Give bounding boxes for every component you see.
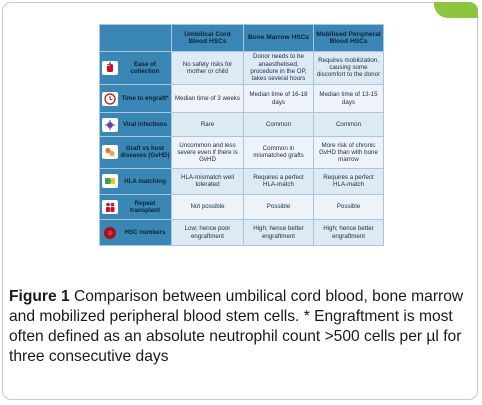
table-cell: More risk of chronic GvHD than with bone… [313,136,384,169]
people-icon [102,199,118,214]
row-header: Graft vs host diseases (GvHD) [99,136,172,169]
column-header: Umbilical Cord Blood HSCs [171,24,244,52]
table-cell: Common [313,112,384,138]
row-label: Viral infections [122,121,168,129]
column-header: Bone Marrow HSCs [243,24,314,52]
table-header-corner [99,24,172,52]
table-cell: Rare [171,112,244,138]
table-cell: Common in mismatched grafts [243,136,314,169]
table-cell: Requires a perfect HLA-match [313,167,384,195]
row-header: HSC numbers [99,219,172,246]
table-cell: Requires a perfect HLA-match [243,167,314,195]
caption-text: Comparison between umbilical cord blood,… [9,288,464,365]
table-cell: Requires mobilization, causing some disc… [313,51,384,85]
table-row: Time to engraft* Median time of 3 weeks … [99,83,384,114]
row-label: HSC numbers [124,229,166,237]
table-cell: Median time of 16-18 days [243,83,314,114]
puzzle-icon [102,174,118,189]
virus-icon [102,117,118,132]
table-cell: Not possible [171,193,244,221]
comparison-table: Umbilical Cord Blood HSCs Bone Marrow HS… [99,24,384,246]
table-row: Repeat transplant Not possible Possible … [99,193,384,221]
table-cell: Common [243,112,314,138]
table-cell: HLA-mismatch well tolerated [171,167,244,195]
row-label: Graft vs host diseases (GvHD) [120,145,170,160]
corner-accent [434,2,478,18]
table-cell: Possible [243,193,314,221]
row-label: HLA matching [124,177,166,185]
table-cell: Median time of 3 weeks [171,83,244,114]
table-row: Viral infections Rare Common Common [99,112,384,138]
row-header: Ease of collection [99,51,172,85]
figure-caption: Figure 1 Comparison between umbilical co… [9,287,471,367]
column-header: Mobilised Peripheral Blood HSCs [313,24,384,52]
table-row: Graft vs host diseases (GvHD) Uncommon a… [99,136,384,169]
red-cell-icon [102,225,118,240]
cells-icon [102,145,118,160]
row-label: Ease of collection [130,60,160,75]
table-row: Ease of collection No safety risks for m… [99,51,384,85]
table-cell: Donor needs to be anaesthetised, procedu… [243,51,314,85]
table-cell: Uncommon and less severe even if there i… [171,136,244,169]
table-cell: High; hence better engraftment [313,219,384,246]
table-cell: High; hence better engraftment [243,219,314,246]
row-header: Repeat transplant [99,193,172,221]
clock-icon [102,91,118,106]
row-header: Viral infections [99,112,172,138]
row-label: Repeat transplant [130,199,160,214]
table-cell: Median time of 13-15 days [313,83,384,114]
row-header: Time to engraft* [99,83,172,114]
table-cell: Possible [313,193,384,221]
row-header: HLA matching [99,167,172,195]
table-row: HLA matching HLA-mismatch well tolerated… [99,167,384,195]
row-label: Time to engraft* [121,95,169,103]
table-cell: No safety risks for mother or child [171,51,244,85]
comparison-table-grid: Umbilical Cord Blood HSCs Bone Marrow HS… [99,24,384,246]
figure-label: Figure 1 [9,288,70,305]
blood-bag-icon [102,60,118,75]
table-header-row: Umbilical Cord Blood HSCs Bone Marrow HS… [99,24,384,52]
table-row: HSC numbers Low; hence poor engraftment … [99,219,384,246]
table-cell: Low; hence poor engraftment [171,219,244,246]
